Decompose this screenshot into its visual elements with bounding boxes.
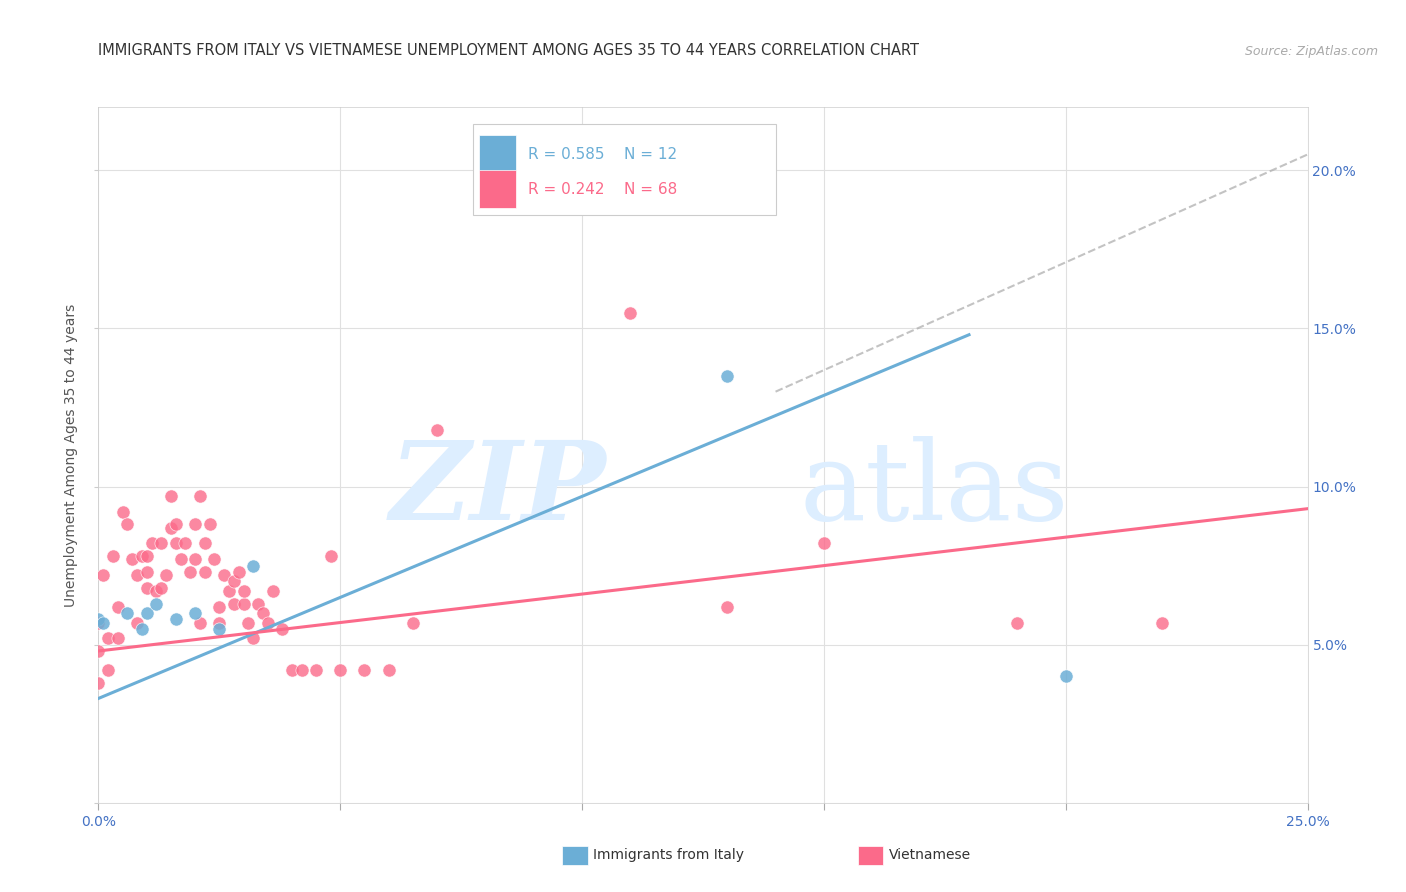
Point xyxy=(127,568,149,582)
Point xyxy=(87,612,110,626)
Point xyxy=(174,536,197,550)
Bar xyxy=(479,169,516,208)
Point xyxy=(716,599,738,614)
Point xyxy=(179,565,201,579)
Point xyxy=(91,568,114,582)
Point xyxy=(232,597,254,611)
Point xyxy=(228,565,250,579)
Point xyxy=(165,536,187,550)
Text: IMMIGRANTS FROM ITALY VS VIETNAMESE UNEMPLOYMENT AMONG AGES 35 TO 44 YEARS CORRE: IMMIGRANTS FROM ITALY VS VIETNAMESE UNEM… xyxy=(98,43,920,58)
Point xyxy=(353,663,375,677)
Point xyxy=(198,517,221,532)
Point xyxy=(184,517,207,532)
Point xyxy=(131,549,153,563)
Point xyxy=(145,583,167,598)
Point xyxy=(212,568,235,582)
Text: atlas: atlas xyxy=(800,436,1070,543)
Text: Vietnamese: Vietnamese xyxy=(889,848,970,863)
Point xyxy=(242,558,264,573)
Text: R = 0.585    N = 12: R = 0.585 N = 12 xyxy=(527,147,676,161)
Point xyxy=(160,521,183,535)
Point xyxy=(329,663,352,677)
Point xyxy=(87,615,110,630)
Point xyxy=(91,615,114,630)
Point xyxy=(305,663,328,677)
Point xyxy=(165,517,187,532)
Point xyxy=(117,517,139,532)
Point xyxy=(232,583,254,598)
Point xyxy=(208,615,231,630)
Point xyxy=(135,565,157,579)
Point xyxy=(87,675,110,690)
Point xyxy=(222,597,245,611)
Point xyxy=(377,663,399,677)
Bar xyxy=(479,135,516,173)
Point xyxy=(1054,669,1077,683)
Point xyxy=(107,599,129,614)
Point xyxy=(252,606,274,620)
Point xyxy=(256,615,278,630)
Text: R = 0.242    N = 68: R = 0.242 N = 68 xyxy=(527,182,676,196)
Point xyxy=(150,581,173,595)
Point xyxy=(716,368,738,383)
Point xyxy=(101,549,124,563)
Point xyxy=(222,574,245,589)
Point xyxy=(155,568,177,582)
Point xyxy=(247,597,270,611)
Point xyxy=(1152,615,1174,630)
Point xyxy=(117,606,139,620)
Point xyxy=(290,663,312,677)
Point xyxy=(184,606,207,620)
Point xyxy=(238,615,260,630)
Point xyxy=(208,622,231,636)
Point xyxy=(1007,615,1029,630)
Point xyxy=(160,489,183,503)
Point xyxy=(135,606,157,620)
Point xyxy=(426,423,449,437)
Text: Immigrants from Italy: Immigrants from Italy xyxy=(593,848,744,863)
Point xyxy=(107,632,129,646)
Point xyxy=(194,536,217,550)
Point xyxy=(271,622,294,636)
Y-axis label: Unemployment Among Ages 35 to 44 years: Unemployment Among Ages 35 to 44 years xyxy=(65,303,79,607)
Point xyxy=(135,581,157,595)
Point xyxy=(262,583,284,598)
Point xyxy=(402,615,425,630)
Point xyxy=(281,663,304,677)
Point xyxy=(813,536,835,550)
FancyBboxPatch shape xyxy=(474,124,776,215)
Point xyxy=(208,599,231,614)
Point xyxy=(204,552,226,566)
Point xyxy=(135,549,157,563)
Point xyxy=(184,552,207,566)
Point xyxy=(242,632,264,646)
Point xyxy=(111,505,134,519)
Point xyxy=(145,597,167,611)
Point xyxy=(121,552,143,566)
Point xyxy=(165,612,187,626)
Point xyxy=(188,489,211,503)
Point xyxy=(131,622,153,636)
Text: ZIP: ZIP xyxy=(389,436,606,543)
Point xyxy=(141,536,163,550)
Point xyxy=(319,549,342,563)
Point xyxy=(169,552,191,566)
Point xyxy=(619,305,641,319)
Point xyxy=(218,583,240,598)
Point xyxy=(150,536,173,550)
Point xyxy=(97,632,120,646)
Point xyxy=(97,663,120,677)
Point xyxy=(194,565,217,579)
Point xyxy=(188,615,211,630)
Point xyxy=(127,615,149,630)
Text: Source: ZipAtlas.com: Source: ZipAtlas.com xyxy=(1244,45,1378,58)
Point xyxy=(87,644,110,658)
